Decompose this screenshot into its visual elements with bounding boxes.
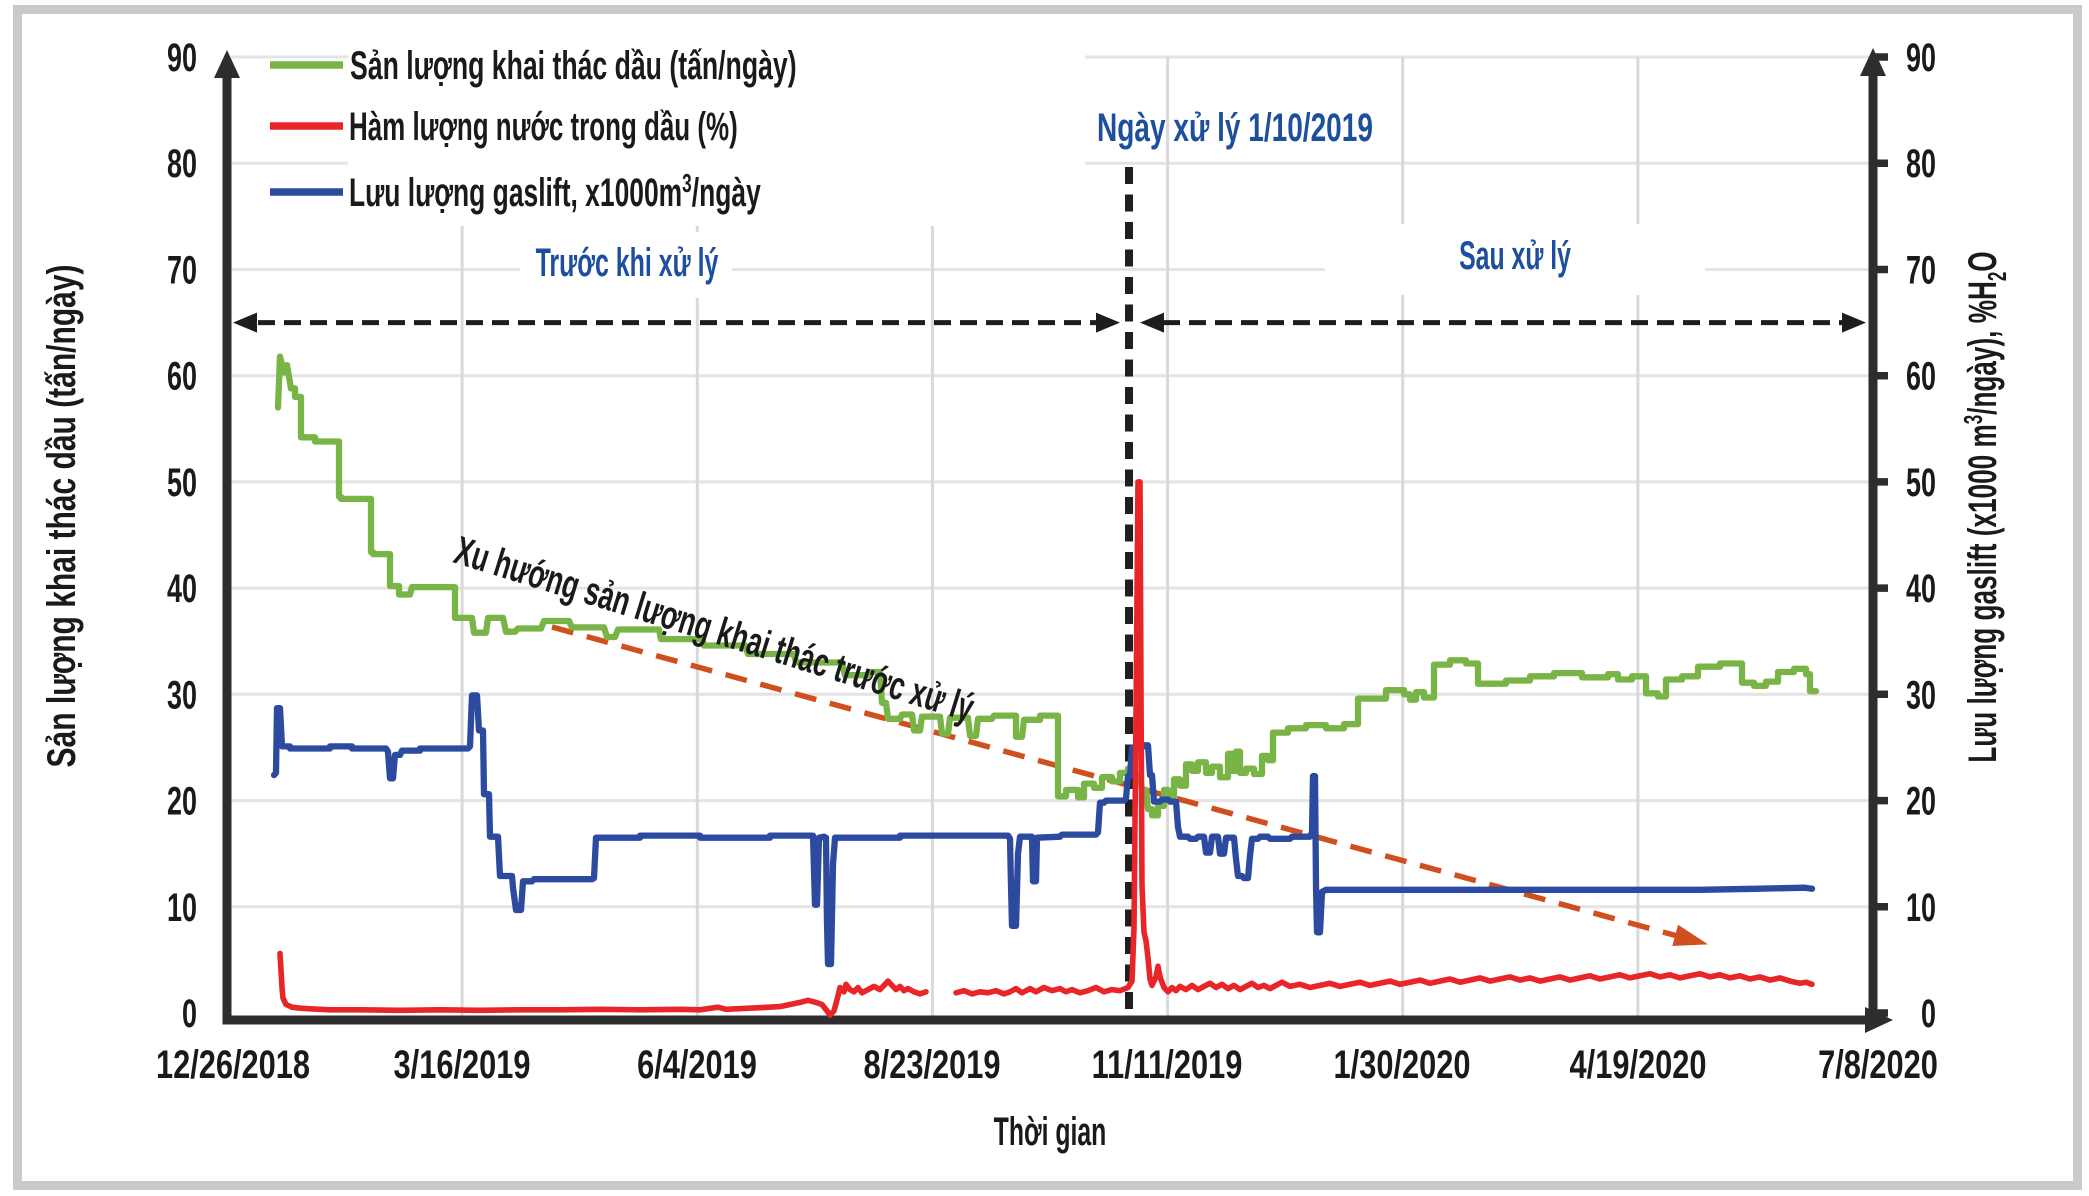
svg-text:60: 60 [1906,355,1936,400]
svg-text:4/19/2020: 4/19/2020 [1570,1042,1707,1087]
svg-text:1/30/2020: 1/30/2020 [1334,1042,1471,1087]
svg-text:Hàm lượng nước trong dầu (%): Hàm lượng nước trong dầu (%) [349,104,738,149]
svg-text:Sau xử lý: Sau xử lý [1459,234,1571,278]
svg-text:70: 70 [167,248,197,293]
svg-text:8/23/2019: 8/23/2019 [864,1042,1001,1087]
svg-text:40: 40 [1906,567,1936,612]
svg-text:Sản lượng khai thác dầu (tấn/n: Sản lượng khai thác dầu (tấn/ngày) [350,44,797,89]
svg-text:Lưu lượng gaslift, x1000m3/ngà: Lưu lượng gaslift, x1000m3/ngày [349,168,761,215]
svg-text:Lưu lượng gaslift (x1000 m3/ng: Lưu lượng gaslift (x1000 m3/ngày), %H2O [1958,251,2012,762]
svg-text:Ngày xử lý 1/10/2019: Ngày xử lý 1/10/2019 [1097,106,1373,150]
svg-text:90: 90 [1906,36,1936,81]
svg-text:0: 0 [1921,992,1936,1037]
svg-text:40: 40 [167,567,197,612]
svg-text:20: 20 [167,779,197,824]
svg-text:50: 50 [167,461,197,506]
svg-text:10: 10 [167,886,197,931]
svg-text:80: 80 [1906,142,1936,187]
svg-text:6/4/2019: 6/4/2019 [637,1042,757,1087]
svg-text:7/8/2020: 7/8/2020 [1818,1042,1938,1087]
svg-text:Thời gian: Thời gian [994,1110,1107,1154]
svg-text:60: 60 [167,355,197,400]
svg-text:30: 30 [1906,673,1936,718]
svg-text:11/11/2019: 11/11/2019 [1092,1042,1243,1087]
svg-text:10: 10 [1906,886,1936,931]
svg-text:30: 30 [167,673,197,718]
svg-text:0: 0 [182,992,197,1037]
svg-text:Trước khi xử lý: Trước khi xử lý [536,241,719,285]
svg-text:70: 70 [1906,248,1936,293]
svg-text:80: 80 [167,142,197,187]
svg-text:50: 50 [1906,461,1936,506]
svg-text:3/16/2019: 3/16/2019 [394,1042,531,1087]
svg-text:20: 20 [1906,779,1936,824]
svg-text:Sản lượng khai thác dầu (tấn/n: Sản lượng khai thác dầu (tấn/ngày) [40,265,84,768]
svg-text:90: 90 [167,36,197,81]
svg-text:12/26/2018: 12/26/2018 [156,1042,310,1087]
